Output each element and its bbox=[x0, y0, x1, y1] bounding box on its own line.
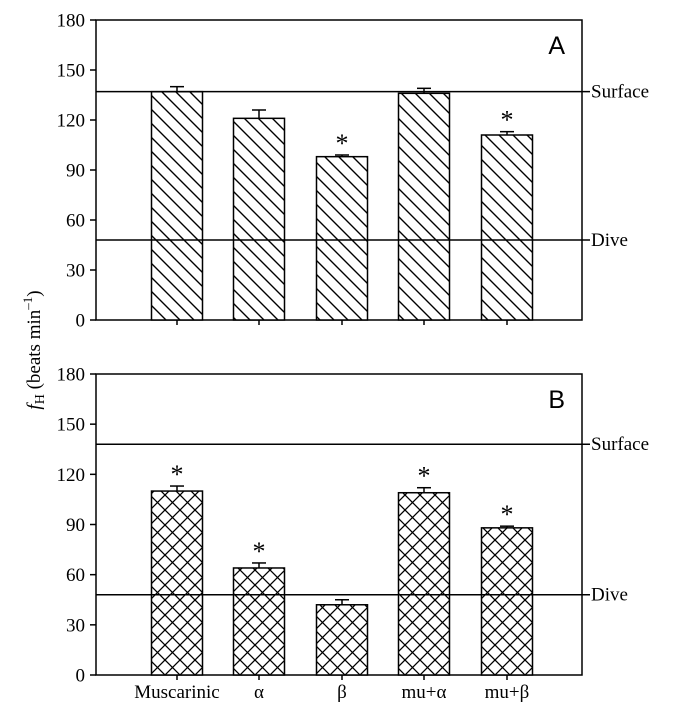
bar bbox=[397, 92, 451, 321]
bar bbox=[315, 155, 369, 321]
bar bbox=[150, 490, 204, 676]
x-category-label: mu+α bbox=[402, 682, 447, 703]
y-tick-label: 150 bbox=[57, 61, 86, 82]
y-tick-label: 120 bbox=[57, 111, 86, 132]
y-axis-label-symbol: f bbox=[24, 402, 45, 410]
bar bbox=[232, 567, 286, 676]
significance-marker: * bbox=[501, 106, 514, 135]
bar bbox=[480, 134, 534, 321]
bar bbox=[397, 491, 451, 676]
y-axis-label-text: (beats min bbox=[24, 309, 45, 394]
y-axis-label-superscript: –1 bbox=[20, 297, 35, 311]
panel-letter: A bbox=[548, 32, 565, 60]
y-axis-label: fH (beats min–1) bbox=[20, 290, 48, 409]
x-category-label: mu+β bbox=[485, 682, 530, 703]
bar bbox=[480, 527, 534, 676]
significance-marker: * bbox=[418, 462, 431, 491]
x-category-label: Muscarinic bbox=[134, 682, 219, 703]
panel-letter: B bbox=[548, 386, 565, 414]
significance-marker: * bbox=[501, 500, 514, 529]
significance-marker: * bbox=[253, 537, 266, 566]
y-tick-label: 150 bbox=[57, 415, 86, 436]
bar bbox=[150, 90, 204, 321]
significance-marker: * bbox=[336, 129, 349, 158]
y-axis-label-close: ) bbox=[24, 290, 45, 296]
x-category-label: α bbox=[254, 682, 264, 703]
reference-label-dive: Dive bbox=[591, 230, 628, 251]
y-tick-label: 60 bbox=[66, 565, 85, 586]
panel-b: 0 30 60 90 120 150 180 * * * * Surface Dive B Muscarin… bbox=[57, 365, 650, 704]
panel-a: 0 30 60 90 120 150 180 * * Surface Dive A bbox=[57, 11, 650, 332]
y-tick-label: 0 bbox=[76, 666, 86, 687]
reference-label-surface: Surface bbox=[591, 434, 649, 455]
y-tick-label: 0 bbox=[76, 311, 86, 332]
reference-label-surface: Surface bbox=[591, 82, 649, 103]
y-axis-label-subscript: H bbox=[33, 394, 48, 404]
x-category-label: β bbox=[337, 682, 347, 703]
bar bbox=[315, 604, 369, 676]
y-tick-label: 180 bbox=[57, 11, 86, 32]
y-tick-label: 60 bbox=[66, 211, 85, 232]
y-tick-label: 30 bbox=[66, 615, 85, 636]
y-tick-label: 180 bbox=[57, 365, 86, 386]
y-tick-label: 90 bbox=[66, 515, 85, 536]
significance-marker: * bbox=[171, 460, 184, 489]
y-tick-label: 30 bbox=[66, 261, 85, 282]
y-tick-label: 120 bbox=[57, 465, 86, 486]
reference-label-dive: Dive bbox=[591, 585, 628, 606]
bar bbox=[232, 117, 286, 321]
y-tick-label: 90 bbox=[66, 161, 85, 182]
